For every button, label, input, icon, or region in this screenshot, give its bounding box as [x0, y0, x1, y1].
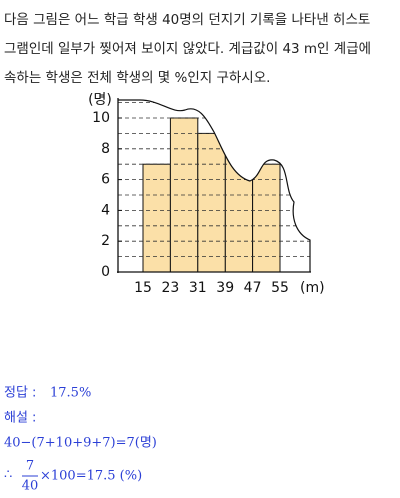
therefore: ∴ — [4, 468, 12, 483]
y-tick-label: 0 — [101, 264, 110, 280]
axis-labels: 0 2 4 6 8 10 15 23 31 39 47 55 — [92, 110, 289, 296]
bar — [142, 163, 171, 272]
answer-label: 정답 : — [4, 386, 36, 401]
explanation-label: 해설 : — [4, 411, 36, 426]
y-tick-label: 10 — [92, 110, 110, 126]
fraction-numerator: 7 — [26, 459, 34, 474]
explanation-result: ×100=17.5 (%) — [40, 469, 142, 484]
answer-value: 17.5% — [50, 386, 91, 401]
histogram — [118, 100, 310, 272]
question-line: 그램인데 일부가 찢어져 보이지 않았다. 계급값이 43 m인 계급에 — [4, 41, 371, 57]
y-tick-label: 6 — [101, 172, 110, 188]
y-tick-label: 8 — [101, 141, 110, 157]
x-tick-label: 23 — [161, 280, 179, 296]
y-axis-label: (명) — [88, 92, 112, 108]
y-tick-label: 2 — [101, 233, 110, 249]
bar — [197, 132, 226, 272]
torn-edge — [118, 99, 311, 272]
x-tick-label: 15 — [134, 280, 152, 296]
x-tick-label: 55 — [271, 280, 289, 296]
fraction-denominator: 40 — [22, 479, 39, 494]
x-axis-unit: (m) — [300, 280, 325, 296]
y-tick-label: 4 — [101, 202, 110, 218]
question-line: 다음 그림은 어느 학급 학생 40명의 던지기 기록을 나타낸 히스토 — [4, 12, 370, 28]
bar — [252, 163, 281, 272]
x-tick-label: 39 — [216, 280, 234, 296]
x-tick-label: 47 — [244, 280, 262, 296]
question-line: 속하는 학생은 전체 학생의 몇 %인지 구하시오. — [4, 70, 270, 86]
explanation-line: 40−(7+10+9+7)=7(명) — [4, 436, 157, 451]
x-tick-label: 31 — [189, 280, 207, 296]
